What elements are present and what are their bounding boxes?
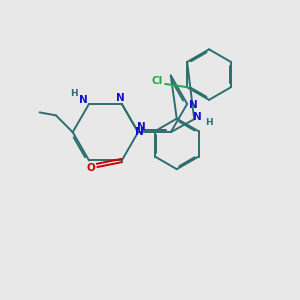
Text: H: H [70, 89, 77, 98]
Text: N: N [135, 127, 144, 137]
Text: N: N [137, 122, 146, 132]
Text: N: N [79, 95, 88, 105]
Text: N: N [189, 100, 197, 110]
Text: H: H [205, 118, 212, 127]
Text: Cl: Cl [151, 76, 162, 86]
Text: N: N [116, 93, 125, 103]
Text: O: O [86, 164, 95, 173]
Text: N: N [194, 112, 202, 122]
